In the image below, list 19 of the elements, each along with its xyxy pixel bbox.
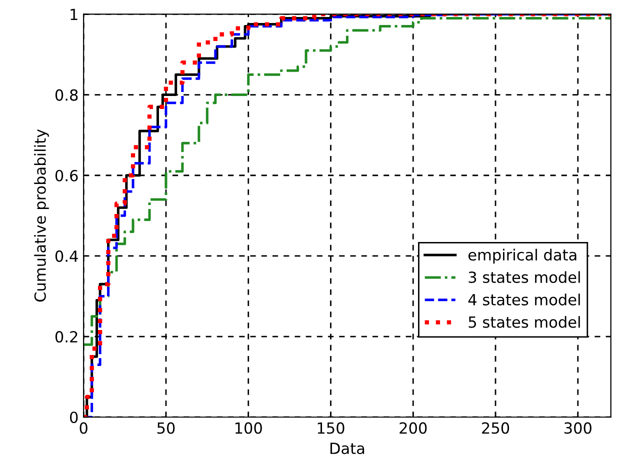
legend-label: 5 states model [468, 316, 580, 328]
x-tick-label: 150 [318, 422, 344, 434]
y-tick-label: 0.6 [55, 170, 78, 182]
x-tick-label: 300 [564, 422, 592, 434]
x-axis-title: Data [330, 442, 364, 454]
y-tick-label: 0.8 [55, 89, 78, 101]
x-tick-label: 200 [400, 422, 427, 434]
x-tick-label: 250 [482, 422, 510, 434]
legend-label: 4 states model [468, 294, 580, 306]
x-tick-label: 50 [157, 422, 175, 434]
y-tick-label: 0.4 [55, 250, 78, 262]
x-tick-label: 100 [235, 422, 262, 434]
y-axis-title: Cumulative probability [34, 129, 49, 302]
x-tick-label: 0 [80, 422, 88, 434]
y-tick-label: 0 [70, 412, 78, 424]
legend-label: 3 states model [468, 271, 580, 284]
y-tick-label: 0.2 [55, 331, 78, 343]
legend-label: empirical data [468, 248, 576, 264]
y-tick-label: 1 [70, 8, 78, 20]
